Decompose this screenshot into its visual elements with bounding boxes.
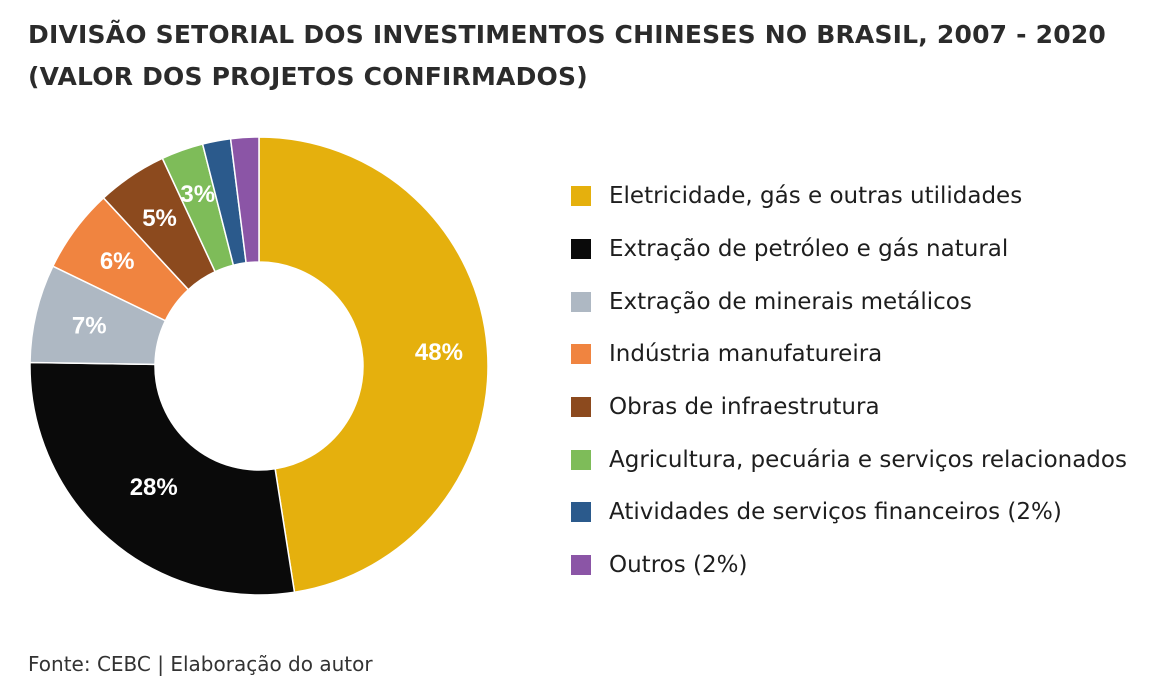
legend-label: Eletricidade, gás e outras utilidades: [609, 183, 1023, 210]
legend-item: Atividades de serviços financeiros (2%): [571, 486, 1127, 539]
slice-label-3: 7%: [72, 313, 107, 340]
legend-swatch: [571, 397, 591, 418]
legend-label: Extração de petróleo e gás natural: [609, 236, 1009, 263]
legend-swatch: [571, 344, 591, 365]
donut-slice-2: [29, 361, 296, 596]
slice-label-4: 6%: [100, 248, 135, 275]
donut-slice-1: [258, 136, 489, 594]
slice-label-6: 3%: [180, 181, 215, 208]
donut-chart: 48% 28% 7% 6% 5%3%: [29, 136, 489, 596]
legend-label: Obras de infraestrutura: [609, 394, 880, 421]
legend-item: Agricultura, pecuária e serviços relacio…: [571, 433, 1127, 486]
legend-label: Indústria manufatureira: [609, 341, 883, 368]
legend-label: Atividades de serviços financeiros (2%): [609, 499, 1062, 526]
legend-label: Extração de minerais metálicos: [609, 288, 972, 315]
legend-swatch: [571, 502, 591, 523]
legend-swatch: [571, 186, 591, 207]
legend-item: Outros (2%): [571, 539, 1127, 592]
legend-item: Eletricidade, gás e outras utilidades: [571, 170, 1127, 223]
legend-label: Agricultura, pecuária e serviços relacio…: [609, 446, 1127, 473]
legend-item: Extração de minerais metálicos: [571, 275, 1127, 328]
chart-title: DIVISÃO SETORIAL DOS INVESTIMENTOS CHINE…: [28, 14, 1148, 98]
legend-swatch: [571, 449, 591, 470]
legend-swatch: [571, 555, 591, 576]
slice-label-2: 28%: [130, 474, 178, 501]
legend-swatch: [571, 291, 591, 312]
source-note: Fonte: CEBC | Elaboração do autor: [28, 652, 373, 676]
legend-item: Extração de petróleo e gás natural: [571, 223, 1127, 276]
chart-legend: Eletricidade, gás e outras utilidades Ext…: [571, 170, 1127, 592]
legend-item: Indústria manufatureira: [571, 328, 1127, 381]
slice-label-1: 48%: [415, 339, 463, 366]
legend-label: Outros (2%): [609, 552, 748, 579]
slice-label-5: 5%: [142, 205, 177, 232]
chart-title-line-2: (VALOR DOS PROJETOS CONFIRMADOS): [28, 62, 588, 91]
legend-item: Obras de infraestrutura: [571, 381, 1127, 434]
donut-slice-8: [229, 136, 260, 264]
slice-labels: 48% 28% 7% 6% 5%3%: [72, 181, 463, 501]
donut-slices: [29, 136, 489, 596]
legend-swatch: [571, 239, 591, 260]
chart-title-line-1: DIVISÃO SETORIAL DOS INVESTIMENTOS CHINE…: [28, 20, 1107, 49]
